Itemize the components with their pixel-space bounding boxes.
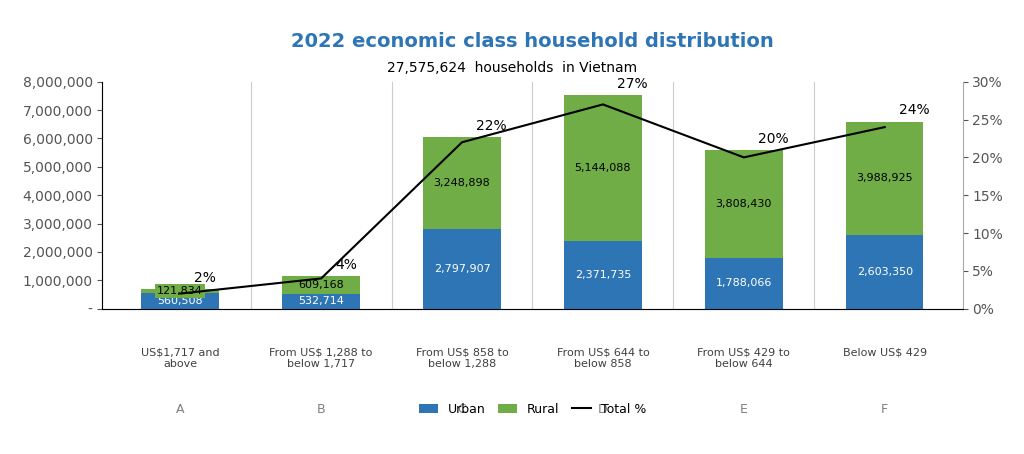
Text: 2,603,350: 2,603,350 bbox=[857, 267, 912, 277]
Text: 20%: 20% bbox=[758, 132, 788, 146]
Total % bbox=[597, 102, 609, 107]
Legend: Urban, Rural, Total %: Urban, Rural, Total % bbox=[414, 398, 651, 420]
Text: F: F bbox=[882, 403, 888, 416]
Text: US$1,717 and
above: US$1,717 and above bbox=[141, 348, 219, 369]
Text: 27%: 27% bbox=[617, 77, 647, 91]
Bar bbox=[706, 150, 782, 258]
Bar bbox=[423, 229, 501, 309]
Text: 22%: 22% bbox=[476, 119, 507, 133]
Text: C: C bbox=[458, 403, 466, 416]
Bar bbox=[283, 294, 359, 309]
Bar bbox=[564, 95, 642, 242]
Bar bbox=[141, 293, 219, 309]
Line: Total %: Total % bbox=[180, 104, 885, 294]
Total % bbox=[879, 124, 891, 130]
Text: 1,788,066: 1,788,066 bbox=[716, 278, 772, 288]
Text: 3,808,430: 3,808,430 bbox=[716, 199, 772, 209]
Title: 2022 economic class household distribution: 2022 economic class household distributi… bbox=[291, 32, 774, 51]
Text: A: A bbox=[176, 403, 184, 416]
Text: 5,144,088: 5,144,088 bbox=[574, 163, 631, 173]
Text: 609,168: 609,168 bbox=[298, 280, 344, 290]
Text: 2%: 2% bbox=[195, 271, 216, 285]
Text: 2,371,735: 2,371,735 bbox=[574, 270, 631, 280]
Bar bbox=[564, 242, 642, 309]
Total % bbox=[456, 139, 468, 145]
Text: Below US$ 429: Below US$ 429 bbox=[843, 348, 927, 358]
Text: D: D bbox=[598, 403, 607, 416]
Text: From US$ 858 to
below 1,288: From US$ 858 to below 1,288 bbox=[416, 348, 508, 369]
Text: B: B bbox=[316, 403, 326, 416]
Bar bbox=[423, 137, 501, 229]
Text: 532,714: 532,714 bbox=[298, 296, 344, 306]
Text: E: E bbox=[740, 403, 748, 416]
Text: 2,797,907: 2,797,907 bbox=[433, 264, 490, 274]
Text: 27,575,624  households  in Vietnam: 27,575,624 households in Vietnam bbox=[387, 61, 637, 75]
Bar bbox=[706, 258, 782, 309]
Bar bbox=[141, 289, 219, 293]
Text: 3,248,898: 3,248,898 bbox=[433, 178, 490, 188]
Total % bbox=[737, 155, 750, 160]
Total % bbox=[174, 291, 186, 296]
Bar bbox=[846, 122, 924, 235]
Text: 560,508: 560,508 bbox=[158, 296, 203, 306]
Total % bbox=[315, 276, 328, 281]
Text: From US$ 429 to
below 644: From US$ 429 to below 644 bbox=[697, 348, 791, 369]
Text: 121,834: 121,834 bbox=[158, 286, 203, 296]
Text: From US$ 1,288 to
below 1,717: From US$ 1,288 to below 1,717 bbox=[269, 348, 373, 369]
Bar bbox=[846, 235, 924, 309]
Text: 24%: 24% bbox=[899, 104, 930, 118]
Bar bbox=[283, 276, 359, 294]
Text: 4%: 4% bbox=[335, 258, 357, 272]
Text: From US$ 644 to
below 858: From US$ 644 to below 858 bbox=[557, 348, 649, 369]
Text: 3,988,925: 3,988,925 bbox=[856, 173, 913, 183]
